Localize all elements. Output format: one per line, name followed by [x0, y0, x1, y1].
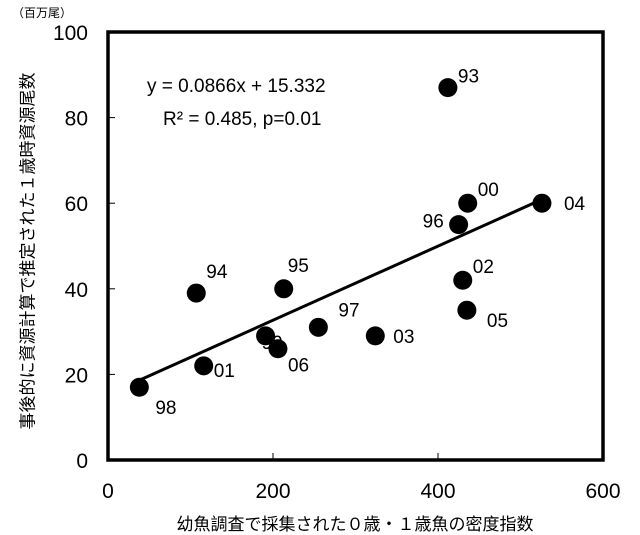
data-point-label: 98 [155, 398, 176, 419]
data-points [129, 78, 552, 397]
data-point-label: 02 [473, 257, 494, 278]
y-tick-label: 20 [65, 364, 88, 387]
data-point [256, 326, 276, 346]
data-point [438, 78, 458, 98]
y-tick-label: 60 [65, 193, 88, 216]
regression-equation: y = 0.0866x + 15.332 [147, 76, 326, 97]
x-tick-label: 600 [585, 480, 620, 503]
data-point [129, 377, 149, 397]
data-point [457, 300, 477, 320]
data-point [268, 339, 288, 359]
data-point-label: 04 [564, 194, 586, 215]
x-tick-label: 200 [255, 480, 290, 503]
data-point [308, 317, 328, 337]
data-point [186, 283, 206, 303]
data-point [274, 279, 294, 299]
x-axis-title: 幼魚調査で採集された０歳・１歳魚の密度指数 [176, 515, 534, 534]
data-point [532, 193, 552, 213]
data-point [449, 215, 469, 235]
data-point-label: 00 [478, 180, 499, 201]
data-point-label: 95 [288, 256, 309, 277]
y-unit-label: （百万尾） [12, 6, 73, 20]
data-point-label: 96 [423, 212, 444, 233]
y-tick-label: 100 [53, 22, 88, 45]
x-tick-label: 0 [102, 480, 114, 503]
y-tick-label: 40 [65, 279, 88, 302]
data-point-label: 94 [206, 262, 228, 283]
data-point-label: 99 [262, 333, 283, 354]
data-point-label: 97 [338, 300, 359, 321]
data-point-label: 06 [288, 356, 309, 377]
data-point-label: 93 [458, 67, 479, 88]
data-point [458, 193, 478, 213]
plot-frame [106, 30, 605, 462]
data-point-label: 05 [487, 311, 508, 332]
y-tick-label: 0 [76, 450, 88, 473]
regression-line [138, 198, 543, 382]
data-point-label: 01 [214, 361, 235, 382]
data-point-label: 03 [393, 327, 414, 348]
x-tick-label: 400 [420, 480, 455, 503]
data-point [453, 270, 473, 290]
data-point-labels: 93 94 95 96 97 98 99 00 01 02 03 04 05 06 [155, 67, 585, 420]
regression-stats: R² = 0.485, p=0.01 [163, 109, 321, 130]
y-tick-label: 80 [65, 108, 88, 131]
data-point [365, 326, 385, 346]
data-point [194, 356, 214, 376]
